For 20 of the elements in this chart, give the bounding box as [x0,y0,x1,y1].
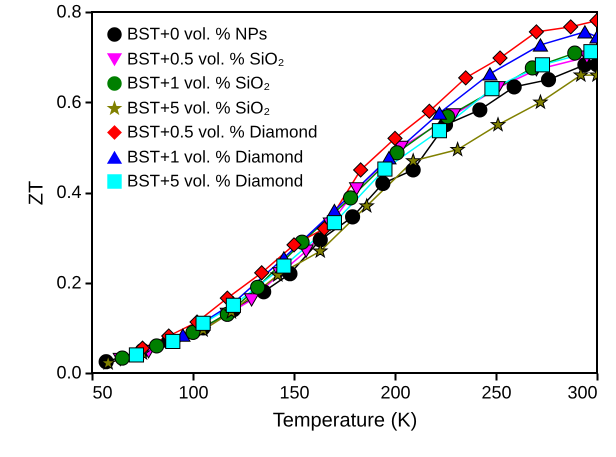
legend-label: BST+5 vol. % Diamond [127,172,304,190]
x-tick-label: 100 [178,382,209,402]
x-tick-label: 250 [481,382,512,402]
legend-label: BST+1 vol. % Diamond [127,148,304,166]
y-tick-label: 0.8 [56,2,82,22]
y-axis-title: ZT [25,180,48,206]
y-tick-label: 0.2 [56,272,82,292]
y-tick-label: 0.4 [56,182,82,202]
y-tick-label: 0.0 [56,362,82,382]
legend-label: BST+0.5 vol. % SiO₂ [127,50,284,68]
y-tick-label: 0.6 [56,92,82,112]
x-axis-title: Temperature (K) [272,410,418,432]
legend-label: BST+0 vol. % NPs [127,24,268,44]
x-tick-label: 150 [279,382,310,402]
x-tick-label: 50 [92,382,113,402]
legend-label: BST+0.5 vol. % Diamond [127,122,318,142]
legend-label: BST+5 vol. % SiO₂ [127,98,270,118]
x-tick-label: 200 [380,382,411,402]
legend-label: BST+1 vol. % SiO₂ [127,74,270,92]
x-tick-label: 300 [567,382,598,402]
